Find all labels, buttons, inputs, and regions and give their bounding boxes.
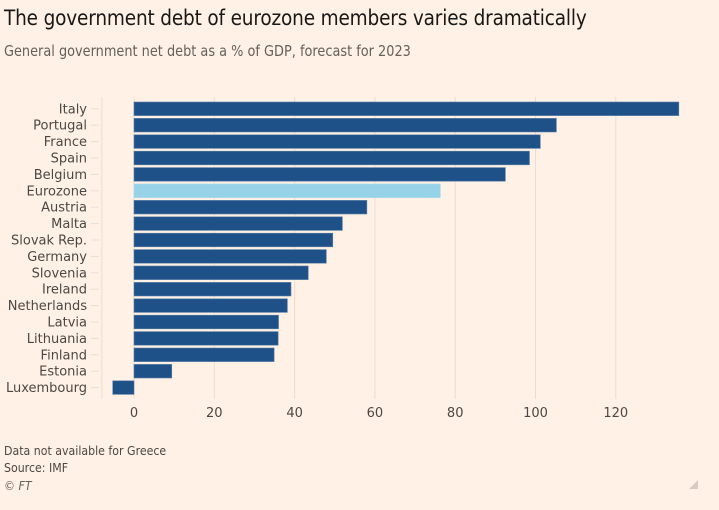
- category-label: Finland: [41, 348, 87, 363]
- bar-latvia: [133, 314, 279, 330]
- x-tick-label: 80: [447, 406, 464, 421]
- bar-france: [133, 134, 541, 149]
- category-label: Luxembourg: [6, 381, 87, 396]
- copyright: © FT: [4, 478, 32, 493]
- category-label: Germany: [27, 250, 87, 265]
- footnote: Data not available for Greece: [4, 443, 167, 458]
- resize-handle-icon[interactable]: [689, 480, 698, 489]
- x-tick-label: 20: [206, 406, 223, 421]
- x-tick-label: 60: [367, 406, 384, 421]
- x-tick-label: 0: [130, 406, 138, 421]
- category-label: Austria: [41, 201, 87, 216]
- bar-lithuania: [133, 331, 279, 346]
- bar-slovenia: [133, 265, 309, 280]
- bar-estonia: [133, 364, 173, 379]
- bar-netherlands: [133, 298, 288, 313]
- bar-eurozone: [133, 183, 441, 198]
- bar-ireland: [133, 282, 292, 297]
- category-label: Netherlands: [8, 299, 87, 314]
- bar-malta: [133, 216, 343, 231]
- category-label: Belgium: [34, 168, 87, 183]
- chart-title: The government debt of eurozone members …: [4, 6, 587, 31]
- x-tick-label: 120: [603, 406, 628, 421]
- bar-finland: [133, 347, 275, 362]
- category-label: Ireland: [42, 283, 87, 298]
- category-label: Malta: [51, 217, 87, 232]
- x-tick-label: 40: [286, 406, 303, 421]
- x-tick-label: 100: [523, 406, 548, 421]
- category-label: Latvia: [47, 316, 87, 331]
- chart-subtitle: General government net debt as a % of GD…: [4, 42, 411, 60]
- category-label: Estonia: [39, 365, 87, 380]
- category-label: Portugal: [33, 119, 87, 134]
- category-label: Eurozone: [27, 184, 87, 199]
- category-label: Lithuania: [27, 332, 87, 347]
- category-label: Spain: [51, 152, 87, 167]
- bar-luxembourg: [112, 380, 135, 395]
- bars: [112, 101, 680, 395]
- bar-slovak-rep: [133, 232, 334, 248]
- category-label: Italy: [59, 102, 88, 117]
- bar-austria: [133, 200, 368, 215]
- bar-germany: [133, 249, 327, 264]
- bar-italy: [133, 101, 680, 116]
- bar-portugal: [133, 118, 557, 133]
- category-label: Slovak Rep.: [11, 234, 87, 249]
- category-label: Slovenia: [32, 266, 87, 281]
- x-axis-ticks: 0 20 40 60 80 100 120: [130, 406, 628, 421]
- bar-belgium: [133, 167, 506, 182]
- bar-spain: [133, 150, 530, 166]
- category-label: France: [44, 135, 87, 150]
- source-note: Source: IMF: [4, 460, 69, 475]
